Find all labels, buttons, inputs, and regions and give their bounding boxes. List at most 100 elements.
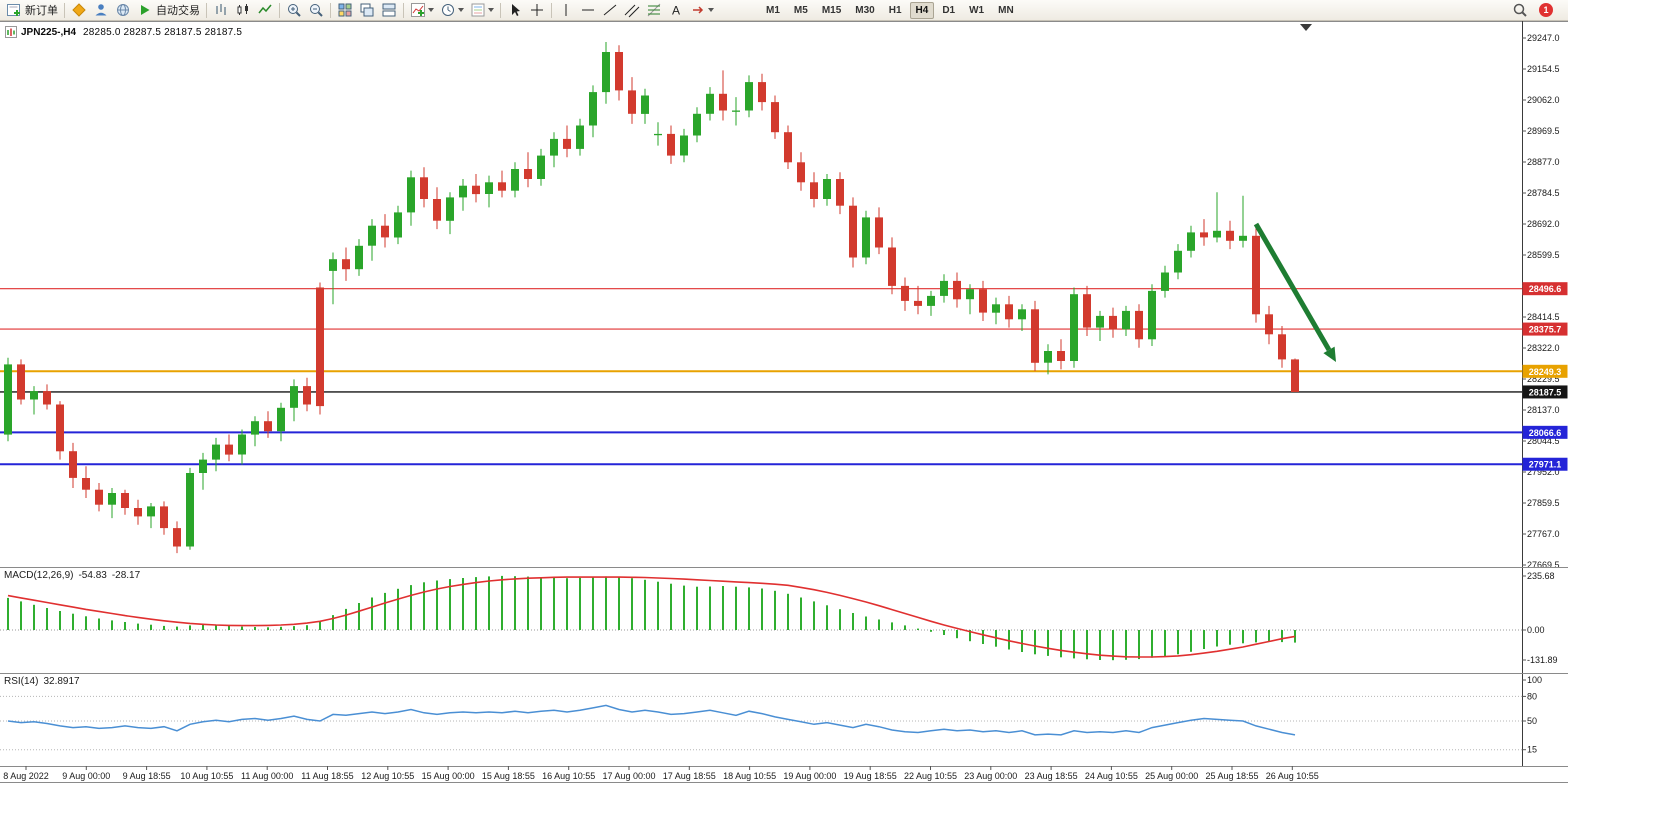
- templates-icon: [470, 2, 486, 18]
- line-chart-button[interactable]: [254, 1, 276, 20]
- timeframe-button-mn[interactable]: MN: [998, 4, 1014, 16]
- toolbar-separator: [64, 2, 65, 18]
- timeframe-button-h4[interactable]: H4: [909, 1, 935, 19]
- vertical-line-tool-button[interactable]: [555, 1, 577, 20]
- candle-body: [875, 217, 883, 248]
- price-level-badge: [1522, 364, 1568, 378]
- price-axis-label: 28692.0: [1527, 219, 1560, 229]
- cursor-button[interactable]: [504, 1, 526, 20]
- templates-button[interactable]: [467, 1, 497, 20]
- profile-button[interactable]: [90, 1, 112, 20]
- candle-body: [706, 93, 714, 114]
- candle-body: [1044, 351, 1052, 363]
- timeframe-button-m15[interactable]: M15: [821, 4, 842, 16]
- bar-chart-button[interactable]: [210, 1, 232, 20]
- candle-body: [1070, 294, 1078, 361]
- new-order-label: 新订单: [25, 5, 58, 17]
- text-tool-button[interactable]: A: [665, 1, 687, 20]
- macd-histogram: [7, 575, 1296, 661]
- macd-axis-label: 235.68: [1527, 571, 1555, 581]
- indicators-icon: [410, 2, 426, 18]
- price-axis-label: 29154.5: [1527, 64, 1560, 74]
- candle-body: [381, 225, 389, 238]
- autotrading-button[interactable]: 自动交易: [134, 1, 203, 20]
- metaquotes-button[interactable]: [68, 1, 90, 20]
- new-order-button[interactable]: 新订单: [3, 1, 61, 20]
- timeframe-button-m1[interactable]: M1: [766, 4, 780, 16]
- price-axis-label: 28599.5: [1527, 250, 1560, 260]
- toolbar-separator: [500, 2, 501, 18]
- timeframe-button-w1[interactable]: W1: [969, 4, 985, 16]
- candle-body: [1265, 314, 1273, 335]
- chart-info: JPN225-,H4 28285.0 28287.5 28187.5 28187…: [5, 26, 242, 38]
- cascade-windows-button[interactable]: [356, 1, 378, 20]
- candle-body: [4, 364, 12, 435]
- candle-body: [1031, 309, 1039, 363]
- candle-body: [82, 478, 90, 490]
- candle-body: [303, 386, 311, 405]
- candle-body: [563, 138, 571, 149]
- candle-body: [1122, 310, 1130, 330]
- rsi-line: [7, 704, 1296, 736]
- candle-body: [238, 434, 246, 455]
- zoom-out-button[interactable]: [305, 1, 327, 20]
- candle-body: [485, 182, 493, 194]
- candle-body: [108, 493, 116, 505]
- arrow-tools-button[interactable]: [687, 1, 717, 20]
- zoom-in-button[interactable]: [283, 1, 305, 20]
- candle-body: [1083, 294, 1091, 328]
- candle-body: [407, 177, 415, 213]
- arrange-windows-button[interactable]: [378, 1, 400, 20]
- indicators-button[interactable]: [407, 1, 437, 20]
- timeframe-button-d1[interactable]: D1: [942, 4, 956, 16]
- time-axis-label: 15 Aug 00:00: [422, 771, 475, 781]
- price-axis-label: 27669.5: [1527, 560, 1560, 570]
- time-axis-label: 23 Aug 00:00: [964, 771, 1017, 781]
- annotation-arrow-head: [1323, 346, 1336, 362]
- trendline-tool-button[interactable]: [599, 1, 621, 20]
- time-axis-label: 9 Aug 18:55: [123, 771, 171, 781]
- candle-body: [121, 493, 129, 508]
- tile-windows-button[interactable]: [334, 1, 356, 20]
- periods-button[interactable]: [437, 1, 467, 20]
- annotation-arrow[interactable]: [1253, 222, 1332, 352]
- chevron-down-icon: [428, 8, 434, 12]
- toolbar-right: 1: [1509, 1, 1565, 20]
- candle-body: [1057, 351, 1065, 361]
- rsi-label: RSI(14): [4, 676, 39, 687]
- horizontal-line-tool-button[interactable]: [577, 1, 599, 20]
- notifications-badge[interactable]: 1: [1539, 3, 1553, 17]
- chart-plot-area[interactable]: 29247.0 29154.5 29062.0 28969.5 28877.0 28784…: [0, 21, 1568, 783]
- trendline-icon: [602, 2, 618, 18]
- channel-tool-button[interactable]: [621, 1, 643, 20]
- rsi-axis-label: 15: [1527, 745, 1537, 755]
- time-axis-label: 24 Aug 10:55: [1085, 771, 1138, 781]
- chart-shift-marker[interactable]: [1300, 24, 1312, 31]
- time-axis-label: 19 Aug 00:00: [783, 771, 836, 781]
- fibonacci-tool-button[interactable]: [643, 1, 665, 20]
- autotrading-label: 自动交易: [156, 5, 200, 17]
- macd-axis-label: 0.00: [1527, 625, 1545, 635]
- time-axis-label: 19 Aug 18:55: [844, 771, 897, 781]
- chevron-down-icon: [458, 8, 464, 12]
- svg-text:A: A: [672, 4, 680, 18]
- community-button[interactable]: [112, 1, 134, 20]
- price-axis-label: 28969.5: [1527, 126, 1560, 136]
- candlestick-chart-button[interactable]: [232, 1, 254, 20]
- price-level-badge: [1522, 457, 1568, 471]
- timeframe-button-h1[interactable]: H1: [888, 4, 902, 16]
- toolbar: 新订单 自动交易: [0, 0, 1568, 21]
- candle-body: [732, 110, 740, 112]
- candle-body: [745, 82, 753, 111]
- price-axis-label: 28229.5: [1527, 374, 1560, 384]
- crosshair-button[interactable]: [526, 1, 548, 20]
- candle-body: [784, 132, 792, 163]
- search-button[interactable]: [1509, 1, 1531, 20]
- timeframe-button-m5[interactable]: M5: [793, 4, 808, 16]
- timeframe-button-m30[interactable]: M30: [855, 4, 875, 16]
- candle-body: [355, 245, 363, 270]
- price-axis-label: 29247.0: [1527, 33, 1560, 43]
- candle-body: [979, 289, 987, 313]
- time-axis[interactable]: 8 Aug 2022 9 Aug 00:00 9 Aug 18:55 10 Aug 1…: [3, 766, 1319, 781]
